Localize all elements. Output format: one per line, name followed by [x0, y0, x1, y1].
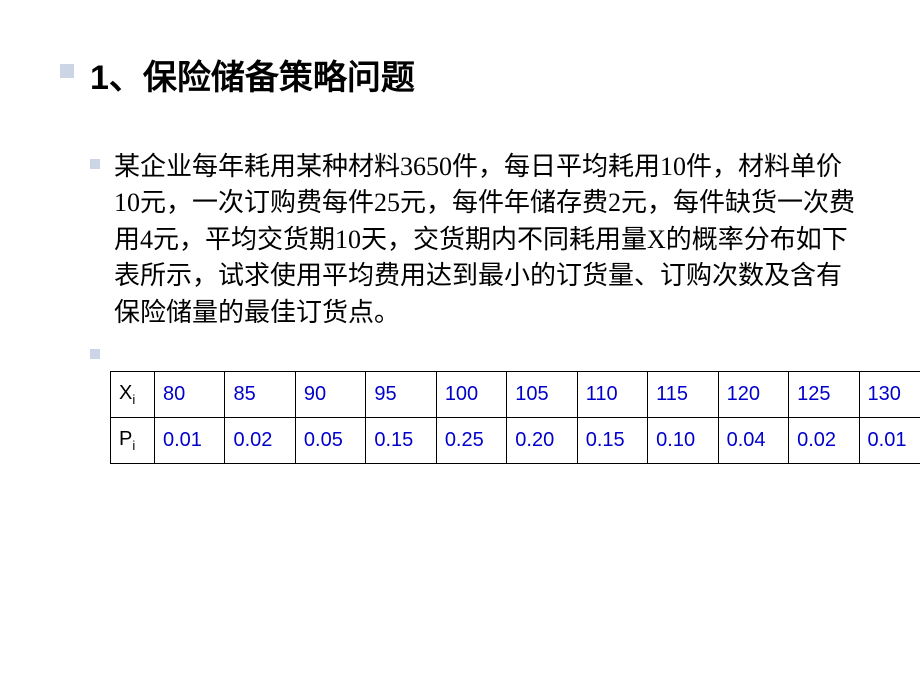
table-cell: 120	[718, 371, 788, 417]
page-title: 1、保险储备策略问题	[90, 50, 415, 99]
empty-bullet	[90, 349, 100, 359]
body-text: 某企业每年耗用某种材料3650件，每日平均耗用10件，材料单价10元，一次订购费…	[114, 149, 860, 331]
table-cell: 85	[225, 371, 295, 417]
probability-table: Xi 80 85 90 95 100 105 110 115 120 125 1…	[110, 371, 920, 464]
table-cell: 0.20	[507, 417, 577, 463]
table-row: Xi 80 85 90 95 100 105 110 115 120 125 1…	[111, 371, 920, 417]
table-cell: 110	[577, 371, 647, 417]
table-cell: 0.25	[436, 417, 506, 463]
table-cell: 0.01	[155, 417, 225, 463]
row-label-x: Xi	[111, 371, 155, 417]
table-cell: 130	[859, 371, 920, 417]
table-row: Pi 0.01 0.02 0.05 0.15 0.25 0.20 0.15 0.…	[111, 417, 920, 463]
table-cell: 0.05	[295, 417, 365, 463]
body-bullet	[90, 159, 100, 169]
table-cell: 95	[366, 371, 436, 417]
table-cell: 125	[789, 371, 859, 417]
table-cell: 90	[295, 371, 365, 417]
table-cell: 0.15	[366, 417, 436, 463]
table-cell: 0.04	[718, 417, 788, 463]
table-cell: 0.02	[789, 417, 859, 463]
empty-bullet-row	[60, 339, 860, 359]
table-cell: 0.02	[225, 417, 295, 463]
table-cell: 0.01	[859, 417, 920, 463]
table-cell: 0.10	[648, 417, 718, 463]
table-cell: 80	[155, 371, 225, 417]
title-row: 1、保险储备策略问题	[60, 50, 860, 99]
table-cell: 105	[507, 371, 577, 417]
table-cell: 0.15	[577, 417, 647, 463]
table-cell: 115	[648, 371, 718, 417]
row-label-p: Pi	[111, 417, 155, 463]
table-cell: 100	[436, 371, 506, 417]
body-row: 某企业每年耗用某种材料3650件，每日平均耗用10件，材料单价10元，一次订购费…	[60, 149, 860, 331]
title-bullet	[60, 64, 74, 78]
